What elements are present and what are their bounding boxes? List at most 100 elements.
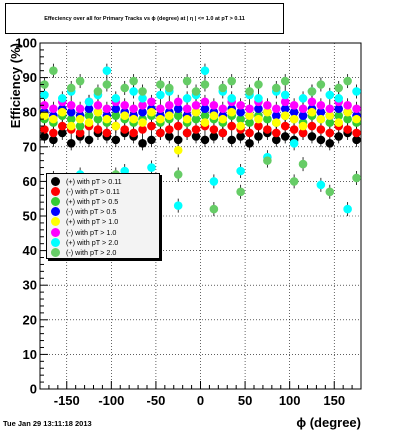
data-point (102, 104, 112, 114)
data-point (280, 111, 290, 120)
data-point (164, 125, 174, 134)
data-point (263, 100, 272, 110)
data-point (209, 177, 219, 186)
data-point (254, 80, 263, 89)
x-tick-label: 50 (238, 393, 252, 408)
data-point (164, 100, 174, 110)
data-point (334, 132, 344, 141)
data-point (93, 114, 103, 124)
legend-swatch (51, 176, 60, 186)
legend-label: (-) with pT > 0.5 (66, 207, 117, 217)
data-point (102, 128, 112, 138)
data-point (147, 97, 156, 107)
data-point (147, 163, 156, 172)
legend-swatch (51, 217, 60, 227)
data-point (343, 114, 352, 124)
legend-entry: (+) with pT > 2.0 (51, 237, 118, 247)
y-tick-label: 60 (23, 174, 37, 189)
data-point (236, 132, 245, 141)
data-point (227, 94, 237, 103)
data-point (280, 76, 290, 86)
data-point (191, 107, 201, 117)
data-point (129, 87, 138, 96)
x-tick-label: -100 (98, 393, 124, 408)
y-axis-label: Efficiency (%) (8, 43, 23, 128)
data-point (111, 104, 121, 114)
data-point (352, 173, 361, 183)
data-point (245, 104, 254, 114)
data-point (289, 125, 299, 134)
data-point (200, 80, 210, 89)
legend-swatch (51, 247, 60, 257)
data-point (263, 114, 272, 124)
data-point (307, 107, 317, 117)
x-tick-label: 100 (279, 393, 301, 408)
data-point (280, 97, 290, 107)
data-point (325, 187, 335, 197)
data-point (316, 80, 326, 89)
data-point (84, 111, 94, 120)
data-point (40, 80, 49, 89)
y-tick-label: 20 (23, 312, 37, 327)
data-point (147, 121, 156, 131)
x-tick-label: 150 (323, 393, 345, 408)
data-point (102, 66, 112, 75)
data-point (120, 83, 130, 93)
data-point (289, 100, 299, 110)
data-point (164, 132, 174, 141)
legend-swatch (51, 227, 60, 237)
data-point (280, 104, 290, 114)
data-point (209, 125, 219, 134)
data-point (263, 107, 272, 117)
data-point (236, 121, 245, 131)
data-point (147, 135, 156, 145)
data-point (271, 104, 281, 114)
data-point (40, 90, 49, 100)
data-point (147, 107, 156, 117)
data-point (191, 114, 201, 124)
data-point (316, 180, 326, 190)
data-point (57, 107, 67, 117)
data-point (325, 90, 335, 100)
data-point (289, 114, 299, 124)
data-point (245, 128, 254, 138)
data-point (316, 114, 326, 124)
data-point (49, 135, 58, 145)
data-point (40, 132, 49, 141)
data-point (271, 128, 281, 138)
legend-swatch (51, 237, 60, 247)
data-point (316, 107, 326, 117)
legend-entry: (-) with pT > 0.11 (51, 186, 120, 196)
data-point (218, 114, 228, 124)
data-point (271, 111, 281, 120)
data-point (245, 87, 254, 96)
data-point (227, 121, 237, 131)
data-point (49, 114, 58, 124)
data-point (352, 104, 361, 114)
legend-entry: (-) with pT > 2.0 (51, 247, 116, 257)
data-point (254, 94, 263, 103)
data-point (156, 90, 165, 100)
y-tick-label: 0 (30, 382, 37, 397)
data-point (263, 125, 272, 134)
data-point (138, 125, 147, 134)
data-point (138, 94, 147, 103)
data-point (173, 201, 183, 210)
data-point (200, 111, 210, 120)
data-point (191, 100, 201, 110)
data-point (49, 66, 58, 75)
data-point (325, 111, 335, 120)
data-point (271, 118, 281, 127)
x-axis-label: ϕ (degree) (296, 415, 361, 430)
data-point (129, 128, 138, 138)
data-point (129, 114, 138, 124)
data-point (129, 104, 138, 114)
data-point (298, 159, 308, 169)
data-point (129, 76, 138, 86)
legend-swatch (51, 186, 60, 196)
legend-entry: (+) with pT > 0.11 (51, 176, 122, 186)
data-point (298, 121, 308, 131)
data-point (66, 139, 76, 148)
data-point (66, 83, 76, 93)
data-point (325, 118, 335, 127)
